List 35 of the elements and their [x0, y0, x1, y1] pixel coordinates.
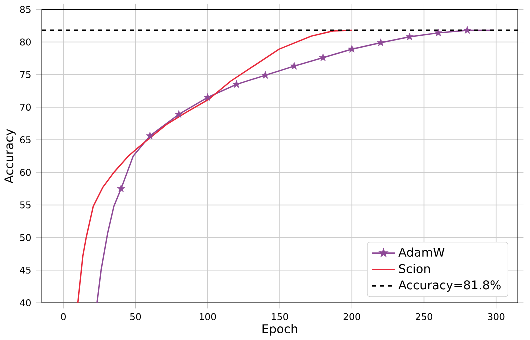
y-tick-label: 60 — [20, 168, 31, 176]
y-axis-title: Accuracy — [4, 129, 16, 184]
point — [117, 184, 126, 192]
y-tick-label: 85 — [20, 6, 31, 14]
x-axis-title: Epoch — [262, 324, 298, 336]
point — [464, 26, 472, 34]
x-tick-label: 100 — [200, 313, 216, 320]
y-tick-label: 50 — [20, 234, 31, 242]
point — [406, 32, 414, 40]
x-tick-label: 50 — [130, 313, 142, 320]
point — [290, 62, 298, 70]
point — [434, 28, 443, 36]
legend-label: AdamW — [398, 248, 445, 257]
point — [146, 132, 154, 140]
y-tick-label: 75 — [20, 71, 31, 78]
legend-label: Scion — [399, 264, 430, 274]
x-tick-label: 300 — [488, 313, 505, 320]
y-tick-label: 55 — [20, 202, 31, 209]
legend-label: Accuracy=81.8% — [398, 280, 501, 292]
x-tick-label: 250 — [416, 313, 433, 320]
point — [348, 45, 356, 53]
x-tick-label: 150 — [272, 313, 288, 320]
x-tick-label: 200 — [344, 313, 360, 320]
point — [204, 93, 212, 101]
point — [319, 54, 328, 62]
y-tick-label: 80 — [20, 38, 31, 46]
point — [175, 110, 184, 118]
line-series — [77, 30, 353, 303]
point — [232, 80, 241, 88]
y-tick-label: 40 — [20, 299, 31, 306]
y-tick-label: 65 — [20, 136, 31, 144]
point — [376, 38, 385, 46]
x-tick-label: 0 — [61, 313, 66, 320]
y-tick-label: 45 — [20, 266, 31, 274]
y-tick-label: 70 — [20, 104, 31, 111]
